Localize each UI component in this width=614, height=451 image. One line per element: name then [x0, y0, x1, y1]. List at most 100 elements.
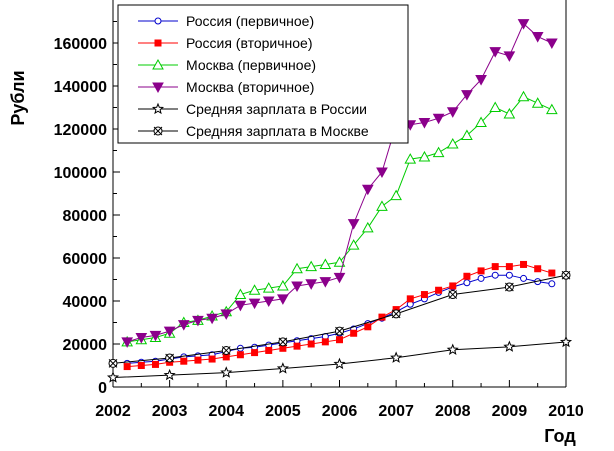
data-point: [489, 101, 502, 112]
data-point: [152, 58, 164, 70]
data-point: [248, 284, 261, 295]
data-point: [262, 282, 275, 293]
y-tick-label: 100000: [54, 165, 107, 182]
data-point: [361, 221, 374, 233]
legend-item: Средняя зарплата в России: [138, 101, 367, 117]
legend-label: Россия (вторичное): [186, 35, 313, 51]
legend-label: Москва (вторичное): [186, 79, 314, 95]
y-tick-label: 160000: [54, 36, 107, 53]
x-tick-label: 2002: [95, 403, 131, 420]
data-point: [265, 346, 273, 354]
x-tick-label: 2003: [152, 403, 188, 420]
x-tick-label: 2005: [265, 403, 301, 420]
data-point: [234, 300, 247, 312]
series-line: [127, 274, 552, 364]
data-point: [163, 326, 176, 338]
data-point: [319, 258, 332, 269]
data-point: [335, 326, 344, 336]
data-point: [291, 281, 303, 292]
data-point: [319, 277, 332, 288]
series-line: [112, 274, 567, 364]
data-point: [505, 271, 513, 279]
legend-label: Средняя зарплата в Москве: [186, 123, 369, 139]
data-point: [391, 309, 401, 319]
data-point: [137, 362, 145, 369]
x-tick-label: 2007: [378, 403, 414, 420]
legend-item: Россия (вторичное): [138, 35, 313, 51]
data-point: [364, 323, 372, 331]
data-point: [154, 39, 162, 47]
data-point: [520, 260, 528, 268]
data-point: [463, 272, 471, 280]
data-point: [220, 366, 233, 378]
data-point: [248, 298, 261, 310]
data-point: [305, 279, 318, 290]
legend-item: Средняя зарплата в Москве: [138, 123, 369, 139]
data-point: [406, 295, 414, 303]
data-point: [418, 118, 431, 129]
data-point: [534, 265, 542, 273]
y-tick-label: 0: [98, 380, 107, 397]
data-point: [192, 315, 204, 327]
data-point: [489, 47, 502, 58]
x-axis-label: Год: [544, 426, 576, 446]
y-tick-label: 20000: [63, 337, 108, 354]
data-point: [491, 271, 499, 279]
data-point: [108, 358, 118, 368]
data-point: [333, 357, 346, 370]
x-tick-label: 2004: [208, 403, 244, 420]
legend-label: Россия (первичное): [186, 13, 314, 29]
data-point: [152, 82, 164, 94]
data-point: [220, 309, 233, 320]
data-point: [390, 351, 403, 363]
data-point: [477, 267, 485, 275]
y-tick-label: 120000: [54, 122, 107, 139]
data-point: [503, 340, 516, 352]
data-point: [548, 280, 556, 288]
data-point: [165, 353, 175, 363]
legend: Россия (первичное) Россия (вторичное) Моск…: [117, 4, 409, 144]
data-point: [505, 263, 513, 271]
data-point: [277, 294, 289, 305]
data-point: [177, 320, 190, 331]
data-point: [336, 336, 343, 344]
data-point: [517, 90, 530, 102]
data-point: [449, 282, 457, 290]
data-point: [194, 356, 202, 364]
data-point: [432, 113, 445, 125]
x-tick-label: 2009: [492, 403, 528, 420]
data-point: [305, 260, 318, 272]
data-point: [221, 345, 231, 355]
data-point: [376, 200, 388, 211]
data-point: [206, 313, 218, 325]
data-point: [404, 153, 417, 164]
data-point: [446, 107, 459, 118]
data-point: [461, 129, 473, 140]
data-point: [446, 343, 459, 355]
data-point: [347, 219, 360, 230]
data-point: [559, 335, 573, 348]
data-point: [278, 337, 288, 347]
data-point: [291, 262, 303, 274]
data-point: [475, 75, 487, 86]
x-tick-label: 2006: [322, 403, 358, 420]
legend-item: Россия (первичное): [138, 13, 314, 29]
data-point: [517, 19, 530, 30]
legend-item: Москва (вторичное): [138, 79, 314, 95]
data-point: [475, 116, 487, 128]
data-point: [307, 340, 315, 348]
data-point: [503, 107, 516, 119]
y-tick-label: 40000: [63, 294, 108, 311]
data-point: [180, 357, 188, 365]
data-point: [418, 150, 431, 162]
x-tick-label: 2008: [435, 403, 471, 420]
data-point: [350, 329, 358, 337]
y-tick-label: 140000: [54, 79, 107, 96]
data-point: [121, 337, 134, 348]
data-point: [276, 362, 289, 374]
data-point: [545, 38, 558, 50]
data-point: [234, 288, 247, 300]
data-point: [153, 126, 163, 136]
data-point: [531, 32, 544, 43]
